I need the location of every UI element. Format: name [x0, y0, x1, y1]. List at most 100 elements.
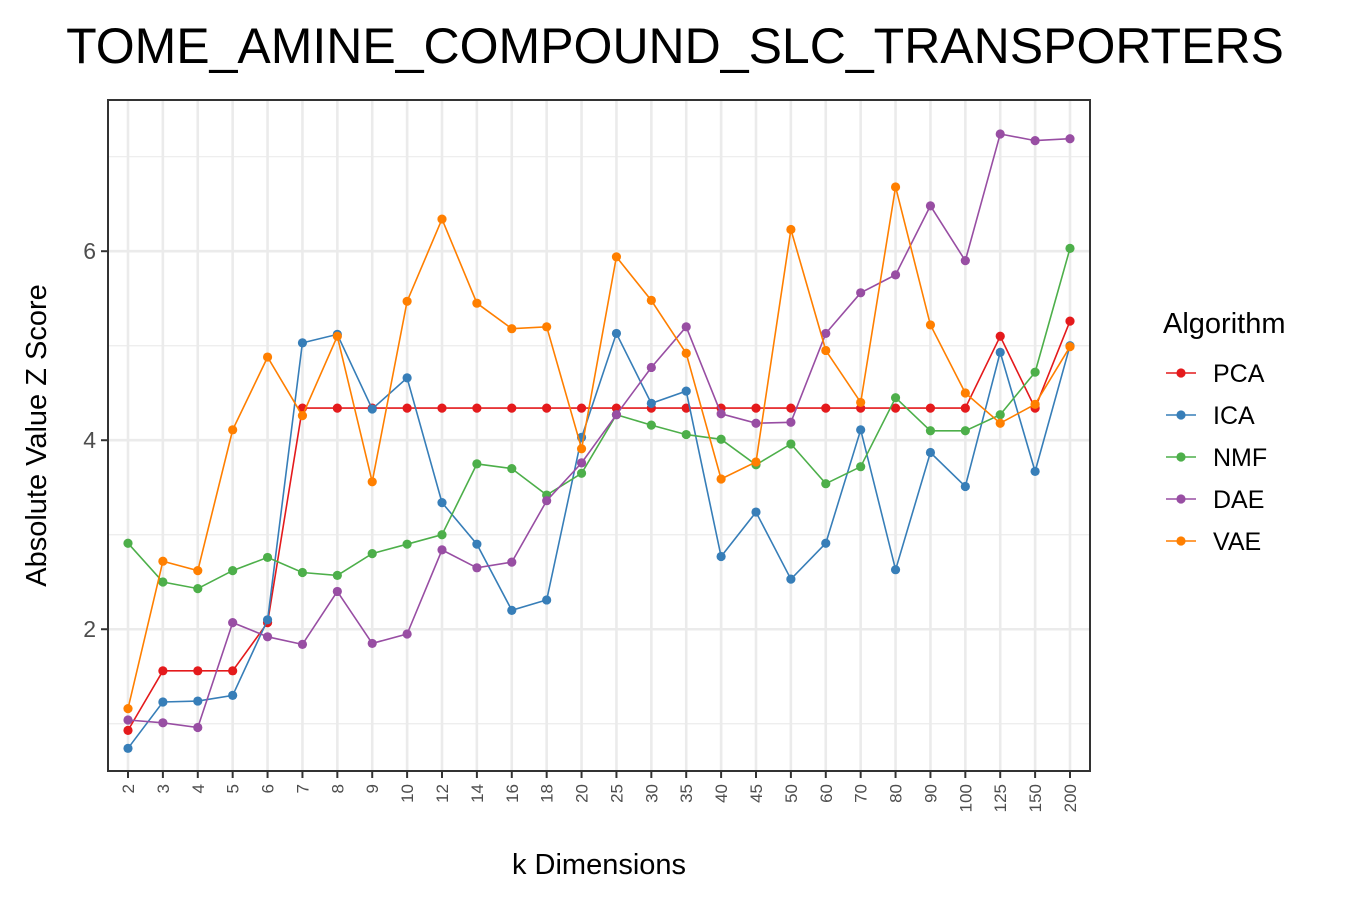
data-point-vae [751, 457, 761, 467]
series-line-vae [127, 186, 1071, 709]
x-tick-label: 4 [189, 784, 208, 793]
data-point-nmf [437, 530, 447, 540]
x-tick-label: 25 [607, 784, 626, 803]
data-point-ica [995, 347, 1005, 357]
data-point-ica [821, 538, 831, 548]
data-point-vae [123, 704, 133, 714]
series-dae [123, 129, 1075, 733]
legend-key-point [1176, 410, 1186, 420]
data-point-vae [542, 322, 552, 332]
data-point-vae [158, 556, 168, 566]
data-point-ica [262, 615, 273, 625]
data-point-vae [611, 252, 622, 262]
data-point-ica [472, 539, 482, 549]
data-point-dae [681, 322, 691, 332]
data-point-nmf [925, 426, 936, 436]
data-point-dae [995, 129, 1005, 139]
legend-key-point [1176, 452, 1186, 462]
data-point-vae [228, 425, 238, 435]
data-point-pca [437, 403, 447, 413]
plot-panel-border [107, 99, 1091, 772]
legend-label: DAE [1213, 486, 1264, 514]
data-point-vae [576, 444, 587, 454]
data-point-dae [158, 718, 168, 728]
data-point-dae [925, 201, 936, 211]
y-tick-label: 6 [83, 238, 96, 264]
data-point-pca [821, 403, 831, 413]
data-point-vae [193, 566, 203, 576]
x-tick-label: 7 [293, 784, 312, 793]
x-tick-label: 10 [398, 784, 417, 803]
data-point-dae [262, 632, 273, 642]
data-point-pca [542, 403, 552, 413]
data-point-vae [437, 214, 447, 224]
x-tick-label: 12 [433, 784, 452, 803]
data-point-ica [960, 481, 970, 492]
data-point-dae [193, 722, 203, 733]
data-point-ica [228, 690, 238, 700]
data-point-ica [297, 338, 308, 348]
data-point-dae [786, 417, 796, 427]
data-point-dae [472, 563, 482, 573]
data-point-dae [576, 458, 587, 468]
data-point-nmf [716, 434, 726, 444]
legend-label: NMF [1213, 444, 1267, 472]
data-point-nmf [786, 439, 796, 449]
data-point-ica [402, 373, 412, 383]
data-point-vae [472, 298, 482, 308]
x-tick-label: 16 [503, 784, 522, 803]
legend-item-dae: DAE [1166, 486, 1264, 514]
data-point-vae [1065, 342, 1075, 352]
data-point-nmf [1065, 243, 1075, 253]
data-point-ica [925, 447, 936, 458]
data-point-vae [507, 324, 517, 334]
data-point-nmf [367, 549, 377, 559]
data-point-vae [402, 296, 412, 306]
data-point-pca [472, 403, 482, 413]
data-point-nmf [821, 479, 831, 489]
data-point-pca [925, 403, 936, 413]
data-point-vae [960, 388, 970, 398]
x-tick-label: 2 [119, 784, 138, 793]
data-point-ica [751, 507, 761, 517]
data-point-nmf [332, 570, 342, 580]
data-point-pca [995, 331, 1005, 341]
data-point-ica [542, 595, 552, 605]
data-point-dae [1030, 136, 1040, 146]
data-point-vae [995, 418, 1005, 428]
data-point-nmf [193, 584, 203, 594]
data-point-nmf [228, 566, 238, 576]
series-lines [123, 129, 1075, 753]
data-point-nmf [262, 552, 273, 563]
data-point-nmf [856, 462, 866, 472]
series-line-pca [127, 320, 1071, 731]
y-tick-label: 4 [83, 427, 96, 453]
x-tick-label: 50 [782, 784, 801, 803]
data-point-dae [367, 638, 377, 649]
data-point-pca [576, 403, 587, 413]
data-point-pca [507, 403, 517, 413]
series-vae [123, 182, 1075, 714]
data-point-nmf [576, 468, 587, 478]
x-tick-label: 70 [852, 784, 871, 803]
data-point-nmf [507, 463, 517, 474]
data-point-nmf [123, 538, 133, 548]
data-point-dae [332, 586, 342, 597]
data-point-pca [960, 403, 970, 413]
legend-key-point [1176, 368, 1186, 378]
legend-label: VAE [1213, 528, 1261, 556]
x-tick-label: 100 [956, 784, 975, 812]
data-point-vae [367, 477, 377, 487]
x-tick-label: 9 [363, 784, 382, 793]
chart-title: TOME_AMINE_COMPOUND_SLC_TRANSPORTERS [66, 18, 1284, 74]
y-tick-label: 2 [83, 616, 96, 642]
data-point-dae [123, 715, 133, 725]
data-point-dae [890, 270, 901, 280]
legend-item-vae: VAE [1166, 528, 1261, 556]
data-point-vae [646, 295, 656, 305]
x-tick-label: 3 [154, 784, 173, 793]
data-point-ica [1030, 466, 1040, 477]
data-point-vae [890, 182, 901, 192]
plot-background [108, 100, 1090, 771]
